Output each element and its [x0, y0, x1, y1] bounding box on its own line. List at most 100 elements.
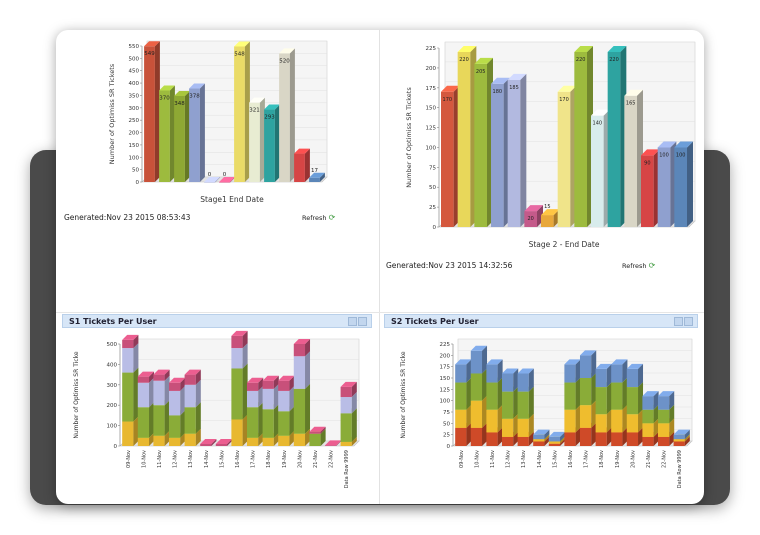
x-tick-label: 13-Nov [521, 450, 527, 468]
maximize-icon[interactable] [358, 317, 367, 326]
y-tick-label: 150 [129, 143, 140, 149]
refresh-button-stage2[interactable]: Refresh ⟳ [622, 261, 655, 270]
minimize-icon[interactable] [674, 317, 683, 326]
stacked-segment [486, 359, 503, 383]
bar [309, 172, 325, 182]
data-label: 220 [576, 57, 586, 63]
y-axis-title: Number of Optimiss SR Ticke [400, 351, 407, 439]
y-tick-label: 150 [440, 376, 451, 382]
x-tick-label: 18-Nov [266, 450, 272, 468]
stacked-segment [673, 429, 690, 440]
x-tick-label: 14-Nov [204, 450, 210, 468]
stacked-segment [122, 367, 139, 422]
refresh-icon: ⟳ [648, 261, 656, 270]
maximize-icon[interactable] [684, 317, 693, 326]
generated-timestamp-stage2: Generated:Nov 23 2015 14:32:56 [386, 261, 513, 270]
panel-header-s2: S2 Tickets Per User [384, 314, 698, 328]
y-tick-label: 50 [429, 185, 436, 191]
x-tick-label: 17-Nov [251, 450, 257, 468]
bar [249, 97, 265, 182]
x-axis-title: Stage1 End Date [200, 195, 264, 204]
y-tick-label: 0 [433, 225, 437, 231]
data-label: 220 [459, 57, 469, 63]
y-tick-label: 400 [129, 81, 140, 87]
x-tick-label: 12-Nov [173, 450, 179, 468]
y-tick-label: 250 [129, 118, 140, 124]
y-tick-label: 100 [440, 399, 451, 405]
x-tick-label: 18-Nov [599, 450, 605, 468]
y-tick-label: 125 [440, 387, 451, 393]
x-tick-label: 11-Nov [490, 450, 496, 468]
y-tick-label: 0 [447, 444, 451, 450]
x-tick-label: Data Row 9999 [344, 450, 350, 488]
y-tick-label: 500 [107, 342, 118, 348]
stacked-segment [595, 363, 612, 388]
data-label: 165 [626, 101, 636, 107]
y-tick-label: 300 [107, 383, 118, 389]
refresh-label: Refresh [302, 214, 327, 222]
bar [219, 177, 235, 183]
data-label: 17 [311, 168, 318, 174]
minimize-icon[interactable] [348, 317, 357, 326]
y-tick-label: 0 [114, 444, 118, 450]
stacked-segment [309, 426, 326, 434]
stacked-segment [533, 429, 550, 440]
stacked-segment [324, 440, 342, 446]
data-label: 140 [593, 121, 603, 127]
panel-divider-horizontal [56, 312, 704, 313]
y-tick-label: 450 [129, 69, 140, 75]
bar [441, 85, 460, 227]
bar [264, 104, 280, 182]
y-axis-title: Number of Optimiss SR Ticke [73, 351, 80, 439]
y-tick-label: 200 [107, 403, 118, 409]
stacked-segment [293, 383, 311, 434]
data-label: 100 [676, 152, 686, 158]
stacked-segment [564, 359, 581, 383]
x-tick-label: 19-Nov [282, 450, 288, 468]
y-tick-label: 75 [443, 410, 450, 416]
stacked-segment [278, 375, 295, 391]
stacked-segment [215, 438, 233, 446]
refresh-button-stage1[interactable]: Refresh ⟳ [302, 213, 335, 222]
refresh-icon: ⟳ [328, 213, 336, 222]
stacked-segment [470, 345, 488, 374]
data-label: 548 [234, 51, 245, 57]
data-label: 170 [443, 97, 453, 103]
bar [624, 89, 643, 227]
x-tick-label: 10-Nov [141, 450, 147, 468]
stacked-segment [168, 377, 186, 391]
data-label: 0 [208, 172, 212, 178]
bar [591, 109, 610, 227]
bar [507, 73, 527, 227]
panel-title-s1: S1 Tickets Per User [69, 317, 157, 326]
data-label: 378 [189, 94, 200, 100]
generated-timestamp-stage1: Generated:Nov 23 2015 08:53:43 [64, 213, 191, 222]
x-tick-label: Data Row 9999 [677, 450, 683, 488]
x-tick-label: 14-Nov [537, 450, 543, 468]
x-axis-title: Stage 2 - End Date [529, 240, 600, 249]
stacked-segment [611, 359, 628, 383]
stacked-segment [262, 404, 279, 438]
data-label: 170 [559, 97, 569, 103]
y-tick-label: 100 [107, 424, 118, 430]
y-tick-label: 50 [132, 168, 139, 174]
data-label: 549 [144, 51, 155, 57]
x-tick-label: 10-Nov [474, 450, 480, 468]
x-tick-label: 12-Nov [506, 450, 512, 468]
bar [557, 85, 577, 227]
y-tick-label: 200 [129, 131, 140, 137]
stacked-segment [262, 375, 279, 389]
bar [189, 83, 205, 182]
y-tick-label: 225 [440, 342, 451, 348]
data-label: 20 [527, 216, 533, 222]
bar [279, 48, 295, 182]
data-label: 348 [174, 101, 185, 107]
x-tick-label: 22-Nov [662, 450, 668, 468]
stacked-segment [200, 438, 217, 446]
panel-divider-vertical [379, 30, 380, 504]
bar [174, 90, 190, 182]
stacked-segment [293, 351, 311, 389]
stacked-segment [184, 369, 201, 385]
bar [159, 85, 175, 182]
y-tick-label: 225 [426, 46, 437, 52]
